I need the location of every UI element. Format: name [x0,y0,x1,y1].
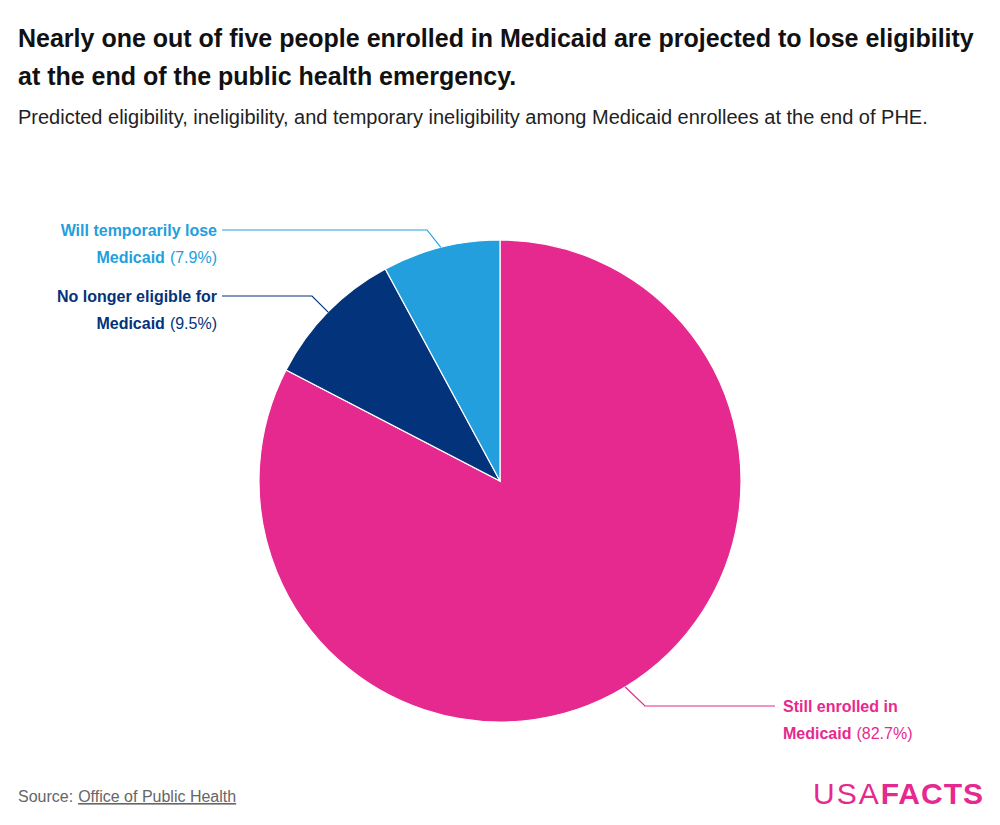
label-name: No longer eligible for [57,288,217,305]
pie [259,240,741,722]
label-value: (82.7%) [856,725,912,742]
text-line: at the end of the public health emergenc… [18,62,516,90]
source-link[interactable]: Office of Public Health [78,788,236,805]
leader-line [625,687,775,706]
label-name: Still enrolled in [783,698,898,715]
brand-light: USA [813,777,881,810]
text-line: Predicted eligibility, ineligibility, an… [18,106,928,128]
label-name: Medicaid [96,249,164,266]
leader-line [222,296,328,312]
label-name: Will temporarily lose [61,222,217,239]
source: Source: Office of Public Health [18,788,236,805]
label-name: Medicaid [783,725,851,742]
title: Nearly one out of five people enrolled i… [18,24,974,90]
data-label: Still enrolled in Medicaid (82.7%) [783,698,913,742]
leader-line [222,230,441,247]
slice [385,240,500,481]
label-name: Medicaid [96,315,164,332]
chart: Nearly one out of five people enrolled i… [0,0,1000,825]
source-prefix: Source: [18,788,73,805]
label-value: (9.5%) [170,315,217,332]
text-line: Nearly one out of five people enrolled i… [18,24,974,52]
data-label: Will temporarily lose Medicaid (7.9%) [61,222,217,266]
brand: USAFACTS [813,777,984,810]
brand-bold: FACTS [881,777,984,810]
data-label: No longer eligible for Medicaid (9.5%) [57,288,217,332]
subtitle: Predicted eligibility, ineligibility, an… [18,106,928,128]
slice [259,240,741,722]
label-value: (7.9%) [170,249,217,266]
